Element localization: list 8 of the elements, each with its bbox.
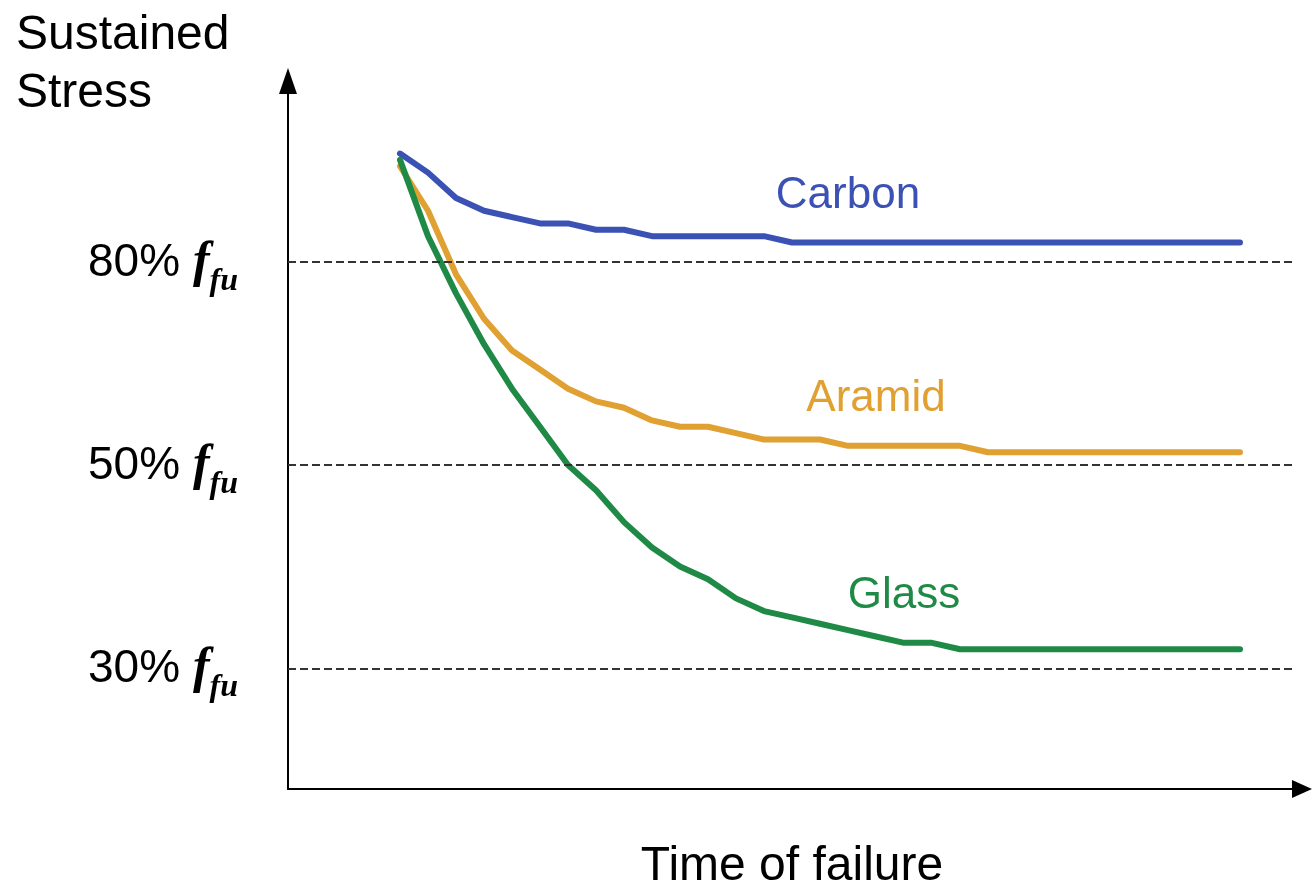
series-label: Glass (847, 568, 961, 618)
y-axis-title: Sustained Stress (16, 5, 231, 119)
series-label: Aramid (806, 371, 946, 421)
series-label: Carbon (775, 168, 921, 218)
x-axis-title: Time of failure (640, 836, 944, 890)
ref-line-label: 30% f$_{fu}$ (88, 636, 238, 705)
ref-line-label: 50% f$_{fu}$ (88, 432, 238, 501)
ref-line-label: 80% f$_{fu}$ (88, 229, 238, 298)
